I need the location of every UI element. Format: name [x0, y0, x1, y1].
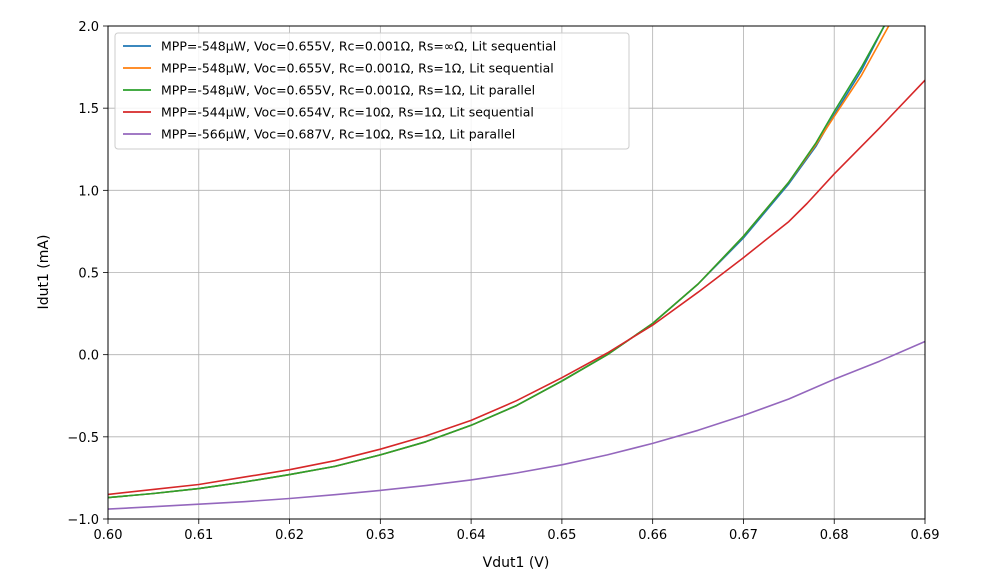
- x-tick-label: 0.62: [275, 528, 304, 543]
- legend-label: MPP=-544µW, Voc=0.654V, Rc=10Ω, Rs=1Ω, L…: [161, 105, 534, 120]
- y-tick-label: 0.0: [78, 349, 99, 364]
- series-line-5: [108, 340, 925, 510]
- x-tick-label: 0.61: [184, 528, 213, 543]
- y-tick-label: 1.0: [78, 184, 99, 199]
- legend: MPP=-548µW, Voc=0.655V, Rc=0.001Ω, Rs=∞Ω…: [114, 32, 630, 150]
- y-tick-label: −0.5: [67, 431, 99, 446]
- legend-label: MPP=-566µW, Voc=0.687V, Rc=10Ω, Rs=1Ω, L…: [161, 127, 515, 142]
- y-tick-label: −1.0: [67, 513, 99, 528]
- x-tick-label: 0.67: [729, 528, 758, 543]
- y-tick-label: 1.5: [78, 102, 99, 117]
- x-tick-label: 0.65: [547, 528, 576, 543]
- legend-label: MPP=-548µW, Voc=0.655V, Rc=0.001Ω, Rs=∞Ω…: [161, 39, 556, 54]
- y-tick-label: 0.5: [78, 267, 99, 282]
- x-tick-label: 0.63: [366, 528, 395, 543]
- series-group: [108, 26, 925, 510]
- x-tick-label: 0.64: [457, 528, 486, 543]
- x-tick-label: 0.60: [94, 528, 123, 543]
- x-axis-label: Vdut1 (V): [483, 555, 550, 571]
- y-axis-label: Idut1 (mA): [36, 235, 52, 310]
- series-line-3: [108, 26, 885, 499]
- legend-label: MPP=-548µW, Voc=0.655V, Rc=0.001Ω, Rs=1Ω…: [161, 61, 554, 76]
- x-tick-label: 0.68: [820, 528, 849, 543]
- series-line-4: [108, 79, 925, 496]
- legend-label: MPP=-548µW, Voc=0.655V, Rc=0.001Ω, Rs=1Ω…: [161, 83, 535, 98]
- x-tick-label: 0.66: [638, 528, 667, 543]
- y-tick-label: 2.0: [78, 20, 99, 35]
- x-tick-label: 0.69: [911, 528, 940, 543]
- legend-box: [114, 32, 630, 150]
- ticks: 0.60 0.61 0.62 0.63 0.64 0.65 0.66 0.67 0.68 0.69…: [67, 20, 939, 543]
